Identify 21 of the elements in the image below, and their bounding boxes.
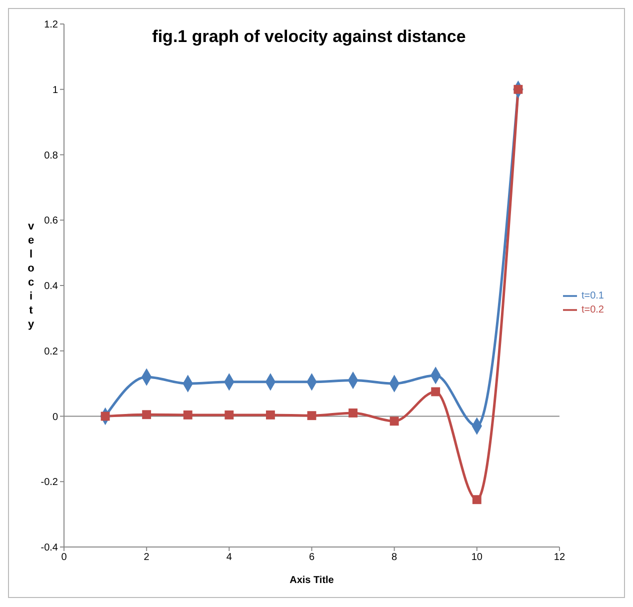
y-tick-label: 1 — [52, 84, 58, 96]
y-tick-label: 0.6 — [44, 216, 58, 227]
y-axis-title: velocity — [28, 220, 35, 330]
x-axis-title: Axis Title — [290, 575, 334, 586]
x-tick-label: 12 — [554, 552, 566, 564]
legend-label: t=0.2 — [581, 304, 604, 316]
y-tick-label: 0.2 — [44, 346, 58, 358]
y-tick-label: 1.2 — [44, 20, 58, 31]
y-tick-label: 0.4 — [44, 281, 58, 292]
x-tick-label: 0 — [61, 552, 68, 564]
y-tick-label: -0.4 — [40, 542, 58, 554]
y-tick-label: 0 — [52, 412, 58, 423]
x-tick-label: 10 — [471, 552, 483, 564]
chart-title: fig.1 graph of velocity against distance — [152, 27, 466, 46]
x-tick-label: 6 — [308, 552, 315, 564]
y-tick-label: -0.2 — [40, 477, 58, 488]
x-tick-label: 4 — [226, 552, 232, 564]
x-tick-label: 2 — [144, 552, 150, 564]
legend-label: t=0.1 — [581, 290, 604, 302]
x-tick-label: 8 — [392, 552, 398, 564]
y-tick-label: 0.8 — [44, 150, 58, 162]
